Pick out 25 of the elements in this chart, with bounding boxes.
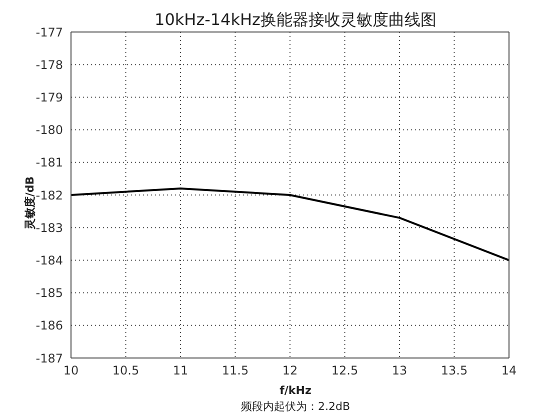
x-tick-label: 14 [501,364,517,378]
chart-title: 10kHz-14kHz换能器接收灵敏度曲线图 [154,10,438,31]
y-tick-label: -178 [36,58,63,72]
y-tick-label: -182 [36,188,63,202]
x-tick-label: 11.5 [222,364,249,378]
y-axis-title: 灵敏度/dB [22,176,36,230]
y-tick-label: -181 [36,156,63,170]
x-tick-label: 12 [282,364,298,378]
x-tick-label: 10.5 [112,364,140,378]
x-axis-title: f/kHz [278,384,312,397]
text: 频段内起伏为：2.2dB [240,399,352,414]
y-tick-label: -186 [36,318,63,333]
x-tick-label: 12.5 [331,364,358,378]
x-tick-label: 13 [392,364,408,378]
y-tick-label: -177 [36,25,63,40]
y-tick-label: -185 [36,286,63,300]
y-tick-label: -184 [36,253,63,268]
x-tick-label: 10 [63,364,79,378]
y-tick-label: -180 [36,123,63,138]
y-tick-label: -187 [36,351,63,366]
line-series [71,187,509,262]
y-tick-label: -183 [36,220,63,235]
x-tick-label: 13.5 [440,364,468,378]
x-tick-label: 11 [172,364,188,378]
y-tick-label: -179 [36,90,63,104]
